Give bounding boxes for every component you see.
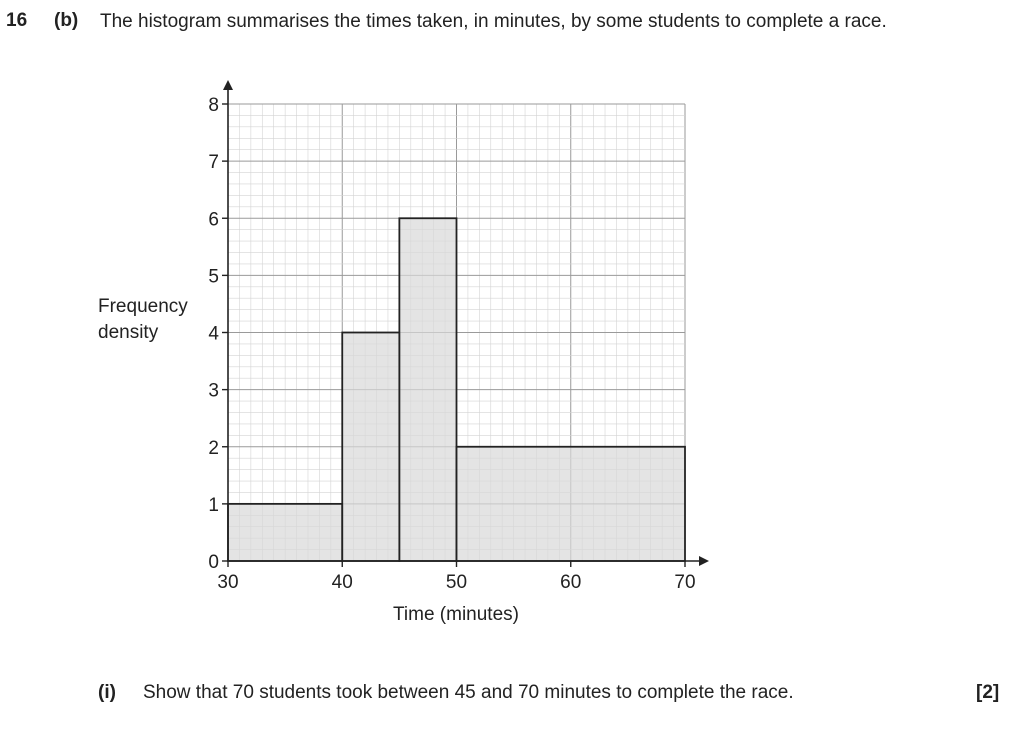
y-tick-label: 8 xyxy=(208,95,219,116)
y-tick-label: 2 xyxy=(208,438,219,459)
subquestion-label: (i) xyxy=(98,682,116,703)
histogram-bars xyxy=(227,217,686,562)
y-tick-label: 0 xyxy=(208,552,219,573)
y-tick-label: 1 xyxy=(208,495,219,516)
y-tick-label: 6 xyxy=(208,209,219,230)
y-axis-label-line-2: density xyxy=(98,322,159,343)
x-tick-label: 70 xyxy=(674,572,695,593)
question-intro: The histogram summarises the times taken… xyxy=(100,11,887,32)
x-axis-label: Time (minutes) xyxy=(393,604,519,625)
y-axis-label-line-1: Frequency xyxy=(98,296,188,317)
histogram-bar-40-45 xyxy=(341,331,401,562)
y-tick-label: 3 xyxy=(208,381,219,402)
y-axis-arrow-icon xyxy=(223,80,233,90)
y-tick-label: 7 xyxy=(208,152,219,173)
axes xyxy=(222,80,709,567)
x-tick-label: 40 xyxy=(332,572,353,593)
x-tick-label: 30 xyxy=(217,572,238,593)
tick-labels: 0 1 2 3 4 5 6 7 8 30 40 50 60 70 xyxy=(208,95,695,593)
y-tick-label: 5 xyxy=(208,266,219,287)
histogram-bar-30-40 xyxy=(227,502,344,562)
subquestion-text: Show that 70 students took between 45 an… xyxy=(143,682,794,703)
question-part: (b) xyxy=(54,10,79,31)
x-tick-label: 60 xyxy=(560,572,581,593)
y-tick-label: 4 xyxy=(208,324,219,345)
x-tick-label: 50 xyxy=(446,572,467,593)
histogram-bar-50-70 xyxy=(455,445,686,562)
question-number: 16 xyxy=(6,10,28,31)
x-axis-arrow-icon xyxy=(699,556,709,566)
histogram-bar-45-50 xyxy=(398,217,458,562)
histogram-chart: 0 1 2 3 4 5 6 7 8 30 40 50 60 70 Frequency density Ti… xyxy=(98,80,709,625)
marks-badge: [2] xyxy=(976,682,1000,703)
